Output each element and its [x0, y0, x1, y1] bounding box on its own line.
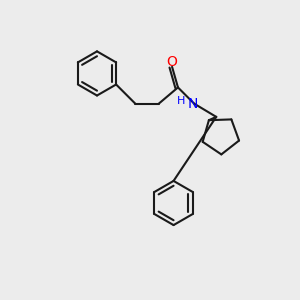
Text: H: H [177, 96, 185, 106]
Text: N: N [188, 97, 198, 111]
Text: O: O [167, 55, 178, 68]
